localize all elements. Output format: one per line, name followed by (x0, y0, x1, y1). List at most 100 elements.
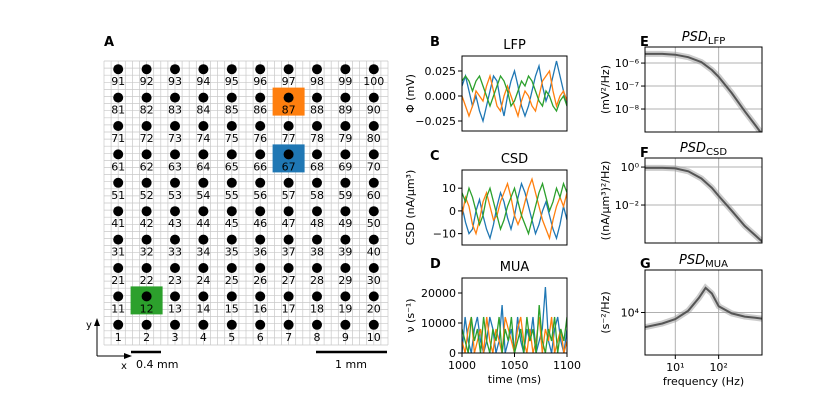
electrode-38 (312, 234, 322, 245)
y-arrow-head (94, 318, 100, 326)
electrode-label-84: 84 (196, 104, 210, 117)
electrode-87 (283, 92, 294, 103)
electrode-label-22: 22 (140, 274, 154, 287)
electrode-label-96: 96 (253, 75, 267, 88)
series-line-2 (462, 176, 567, 241)
electrode-label-66: 66 (253, 160, 267, 173)
y-tick-label: 10⁻⁶ (615, 57, 640, 70)
electrode-label-39: 39 (338, 246, 352, 259)
electrode-58 (312, 177, 322, 188)
electrode-46 (255, 206, 266, 217)
electrode-label-58: 58 (310, 189, 324, 202)
electrode-3 (170, 319, 180, 330)
electrode-26 (255, 263, 266, 273)
electrode-label-82: 82 (140, 104, 154, 117)
electrode-label-4: 4 (200, 331, 207, 344)
electrode-11 (113, 291, 124, 302)
panel-label-a: A (104, 35, 114, 50)
electrode-label-78: 78 (310, 132, 324, 145)
electrode-label-20: 20 (367, 302, 381, 315)
electrode-21 (113, 263, 124, 273)
chart-title: MUA (500, 260, 530, 275)
electrode-label-21: 21 (111, 274, 125, 287)
electrode-1 (113, 319, 124, 330)
electrode-label-16: 16 (253, 302, 267, 315)
electrode-label-71: 71 (111, 132, 125, 145)
x-arrow-head (124, 353, 132, 359)
electrode-label-25: 25 (225, 274, 239, 287)
electrode-52 (141, 177, 152, 188)
electrode-41 (113, 206, 124, 217)
electrode-label-92: 92 (140, 75, 154, 88)
electrode-44 (198, 206, 209, 217)
x-tick-label: 1050 (501, 359, 529, 372)
electrode-label-7: 7 (285, 331, 292, 344)
electrode-45 (226, 206, 237, 217)
electrode-label-27: 27 (282, 274, 296, 287)
electrode-5 (226, 319, 237, 330)
plot-frame (461, 55, 568, 132)
electrode-label-53: 53 (168, 189, 182, 202)
electrode-label-86: 86 (253, 104, 267, 117)
electrode-75 (226, 121, 237, 131)
electrode-label-59: 59 (338, 189, 352, 202)
y-tick-label: 0.000 (425, 90, 457, 103)
electrode-label-62: 62 (140, 160, 154, 173)
chart-e: E10⁻⁶ 10⁻⁷ 10⁻⁸ PSDLFP (mV²/Hz) (599, 30, 763, 133)
chart-b: B 0.025 0.000 −0.025 LFP Φ (mV) (404, 35, 568, 132)
electrode-24 (198, 263, 209, 273)
electrode-label-60: 60 (367, 189, 381, 202)
electrode-label-29: 29 (338, 274, 352, 287)
electrode-42 (141, 206, 152, 217)
electrode-label-70: 70 (367, 160, 381, 173)
plot-frame (644, 46, 763, 133)
electrode-72 (141, 121, 152, 131)
electrode-label-80: 80 (367, 132, 381, 145)
y-tick-label: 10 (442, 182, 456, 195)
electrode-85 (226, 92, 237, 103)
electrode-label-15: 15 (225, 302, 239, 315)
electrode-label-90: 90 (367, 104, 381, 117)
x-tick-label: 10² (709, 361, 727, 374)
electrode-82 (141, 92, 152, 103)
series-line-2 (462, 69, 567, 119)
electrode-50 (368, 206, 379, 217)
electrode-label-73: 73 (168, 132, 182, 145)
electrode-label-18: 18 (310, 302, 324, 315)
electrode-95 (226, 64, 237, 75)
electrode-label-5: 5 (228, 331, 235, 344)
x-axis-label: x (121, 361, 127, 372)
electrode-78 (312, 121, 322, 131)
x-tick-label: 10¹ (666, 361, 684, 374)
series-line-1 (645, 166, 762, 243)
electrode-label-24: 24 (196, 274, 210, 287)
electrode-label-89: 89 (338, 104, 352, 117)
y-axis-label: (s⁻²/Hz) (599, 291, 612, 333)
y-tick-label: −10 (433, 228, 456, 241)
electrode-98 (312, 64, 322, 75)
electrode-label-11: 11 (111, 302, 125, 315)
charts: B 0.025 0.000 −0.025 LFP Φ (mV) C 10 0 −10 CSD CSD … (404, 30, 763, 388)
chart-g: G 10⁴ 10¹ 10² PSDMUA (s⁻²/Hz) frequency (Hz) (599, 253, 763, 388)
electrode-label-19: 19 (338, 302, 352, 315)
electrode-86 (255, 92, 266, 103)
electrode-label-87: 87 (282, 104, 296, 117)
electrode-label-91: 91 (111, 75, 125, 88)
y-axis-label: Φ (mV) (404, 74, 417, 113)
electrode-label-55: 55 (225, 189, 239, 202)
x-tick-label: 1100 (553, 359, 581, 372)
electrode-label-51: 51 (111, 189, 125, 202)
electrode-label-56: 56 (253, 189, 267, 202)
electrode-90 (368, 92, 379, 103)
electrode-label-1: 1 (115, 331, 122, 344)
y-axis-label: ν (s⁻¹) (404, 298, 417, 332)
plot-frame (461, 169, 568, 246)
electrode-label-42: 42 (140, 217, 154, 230)
y-tick-label: 20000 (421, 287, 456, 300)
electrode-label-68: 68 (310, 160, 324, 173)
y-tick-label: 10⁻² (615, 199, 639, 212)
electrode-56 (255, 177, 266, 188)
electrode-label-43: 43 (168, 217, 182, 230)
chart-c: C 10 0 −10 CSD CSD (nA/µm³) (404, 149, 568, 246)
panel-label-g: G (640, 257, 651, 272)
